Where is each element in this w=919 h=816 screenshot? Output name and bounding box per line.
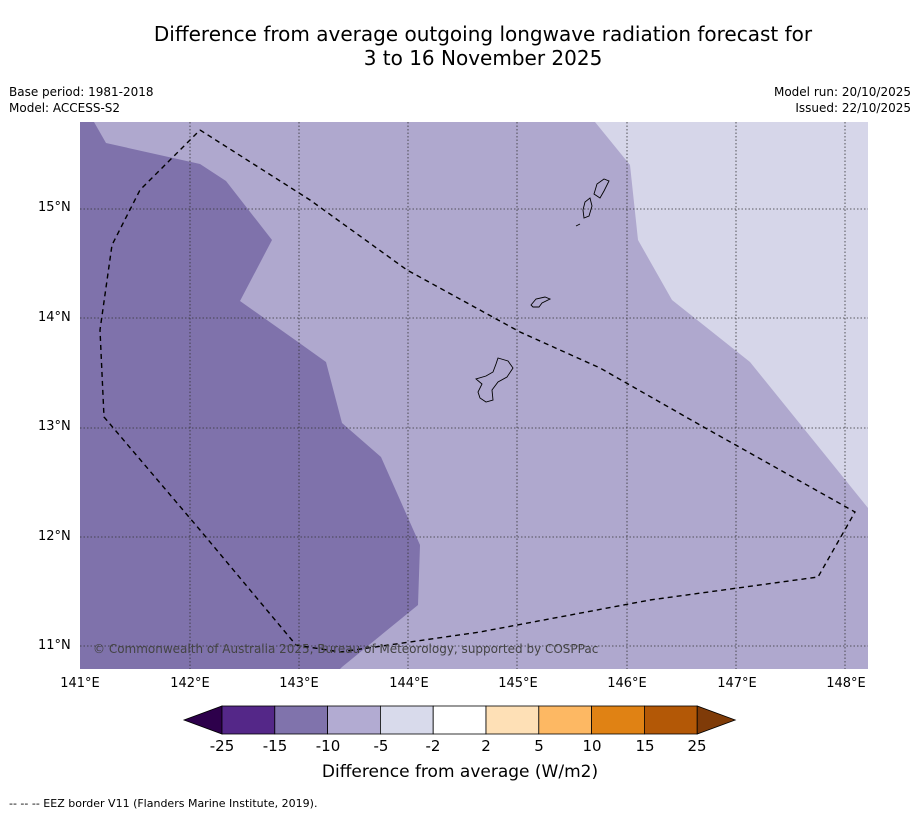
lat-label-12n: 12°N (38, 529, 71, 544)
lon-label-144e: 144°E (389, 676, 429, 691)
title-line-1: Difference from average outgoing longwav… (153, 22, 813, 46)
lon-label-147e: 147°E (717, 676, 757, 691)
meta-left: Base period: 1981-2018 Model: ACCESS-S2 (9, 84, 154, 116)
copyright-notice: © Commonwealth of Australia 2025, Bureau… (93, 642, 599, 656)
lon-label-142e: 142°E (170, 676, 210, 691)
lon-label-143e: 143°E (279, 676, 319, 691)
colorbar-tick-6: 5 (534, 737, 544, 755)
rota-island (530, 296, 552, 308)
colorbar-tick-7: 10 (582, 737, 602, 755)
tinian-island (582, 197, 593, 219)
colorbar-segment (644, 705, 698, 735)
model-run: Model run: 20/10/2025 (773, 85, 911, 99)
lon-label-146e: 146°E (607, 676, 647, 691)
colorbar-tick-2: -10 (315, 737, 341, 755)
colorbar-title: Difference from average (W/m2) (321, 762, 599, 782)
islands (475, 178, 610, 403)
aguijan-islet (575, 223, 581, 227)
saipan-island (593, 178, 610, 199)
colorbar-tick-5: 2 (481, 737, 491, 755)
colorbar-segment (538, 705, 592, 735)
lat-label-15n: 15°N (38, 200, 71, 215)
colorbar-segment (485, 705, 540, 735)
chart-title: Difference from average outgoing longwav… (80, 22, 886, 70)
colorbar-segment (327, 705, 381, 735)
colorbar-tick-0: -25 (209, 737, 235, 755)
lon-label-141e: 141°E (60, 676, 100, 691)
lat-label-11n: 11°N (38, 638, 71, 653)
colorbar-segment (591, 705, 645, 735)
map-area (80, 122, 868, 669)
lat-label-14n: 14°N (38, 310, 71, 325)
lat-label-13n: 13°N (38, 419, 71, 434)
eez-legend-note: -- -- -- EEZ border V11 (Flanders Marine… (9, 797, 318, 810)
graticule (80, 122, 868, 669)
colorbar-tick-9: 25 (687, 737, 707, 755)
meta-right: Model run: 20/10/2025 Issued: 22/10/2025 (774, 84, 911, 116)
colorbar (182, 705, 737, 735)
colorbar-tick-4: -2 (425, 737, 441, 755)
issued-date: Issued: 22/10/2025 (795, 101, 911, 115)
olr-band-minus15-minus10 (80, 122, 420, 669)
colorbar-segment (274, 705, 328, 735)
colorbar-extend-low (182, 705, 223, 735)
lon-label-148e: 148°E (826, 676, 866, 691)
title-line-2: 3 to 16 November 2025 (363, 46, 603, 70)
base-period: Base period: 1981-2018 (9, 85, 154, 99)
colorbar-tick-8: 15 (635, 737, 655, 755)
eez-border (99, 129, 856, 653)
colorbar-segment (221, 705, 276, 735)
colorbar-segment (379, 705, 434, 735)
colorbar-tick-3: -5 (373, 737, 389, 755)
colorbar-extend-high (696, 705, 737, 735)
model-name: Model: ACCESS-S2 (9, 101, 121, 115)
colorbar-tick-1: -15 (262, 737, 288, 755)
colorbar-segment (432, 705, 487, 735)
olr-band-minus5-minus2 (595, 122, 868, 508)
lon-label-145e: 145°E (498, 676, 538, 691)
guam-island (475, 357, 514, 403)
